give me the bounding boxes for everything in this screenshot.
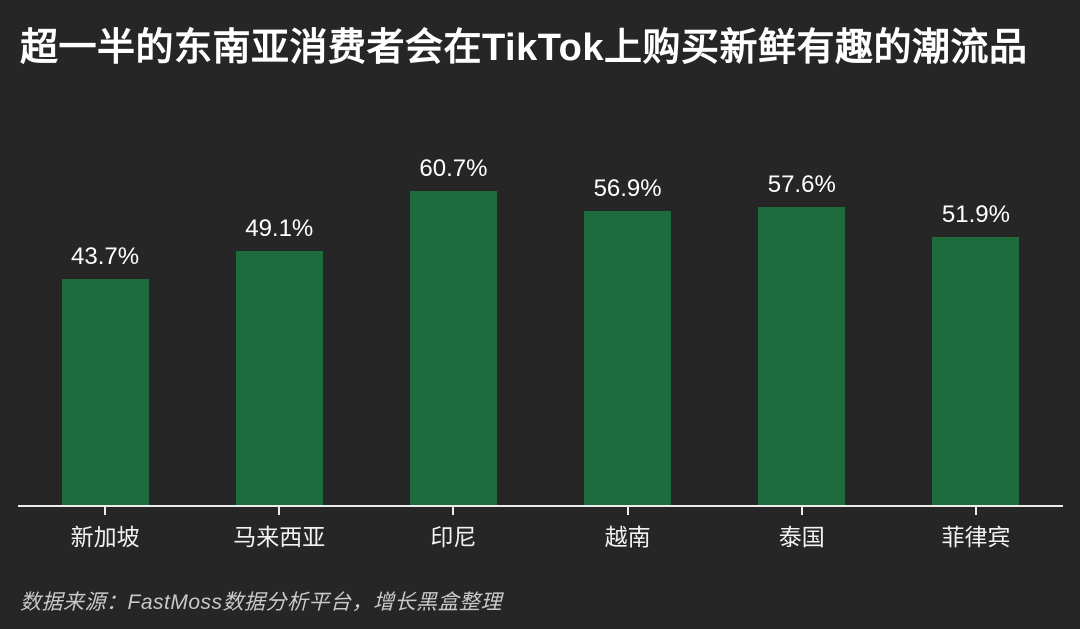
- bars-area: 43.7% 49.1% 60.7% 56.9% 57.6% 51.9%: [18, 140, 1063, 506]
- axis-tick: [541, 507, 715, 515]
- bar-value-label: 60.7%: [419, 154, 488, 182]
- bar-column: 49.1%: [192, 140, 366, 506]
- axis-tick: [715, 507, 889, 515]
- category-labels: 新加坡 马来西亚 印尼 越南 泰国 菲律宾: [18, 522, 1063, 552]
- bar: [235, 251, 323, 506]
- bar-column: 56.9%: [541, 140, 715, 506]
- bar-column: 43.7%: [18, 140, 192, 506]
- bar: [584, 211, 672, 506]
- chart-title: 超一半的东南亚消费者会在TikTok上购买新鲜有趣的潮流品: [20, 27, 1028, 69]
- axis-tick: [18, 507, 192, 515]
- bar: [932, 237, 1020, 506]
- bar-column: 51.9%: [889, 140, 1063, 506]
- x-axis-line: [18, 505, 1063, 507]
- category-label: 菲律宾: [941, 524, 1011, 550]
- axis-tick: [192, 507, 366, 515]
- axis-tick-mark: [800, 507, 803, 515]
- bar-value-label: 57.6%: [767, 170, 836, 198]
- bar: [409, 191, 497, 506]
- axis-ticks: [18, 507, 1063, 515]
- axis-tick: [366, 507, 540, 515]
- category-label: 新加坡: [70, 524, 140, 550]
- axis-tick-mark: [974, 507, 977, 515]
- axis-tick-mark: [626, 507, 629, 515]
- category-label: 越南: [604, 524, 651, 550]
- bar-value-label: 49.1%: [245, 214, 314, 242]
- bar: [61, 279, 149, 506]
- bar-column: 60.7%: [366, 140, 540, 506]
- axis-tick: [889, 507, 1063, 515]
- source-note: 数据来源：FastMoss数据分析平台，增长黑盒整理: [20, 591, 503, 614]
- bar-value-label: 51.9%: [941, 200, 1010, 228]
- bar-value-label: 56.9%: [593, 174, 662, 202]
- axis-tick-mark: [104, 507, 107, 515]
- bar-value-label: 43.7%: [71, 242, 140, 270]
- category-label: 泰国: [778, 524, 825, 550]
- bar-column: 57.6%: [715, 140, 889, 506]
- axis-tick-mark: [278, 507, 281, 515]
- category-label: 印尼: [430, 524, 477, 550]
- category-label: 马来西亚: [233, 524, 326, 550]
- axis-tick-mark: [452, 507, 455, 515]
- bar: [758, 207, 846, 506]
